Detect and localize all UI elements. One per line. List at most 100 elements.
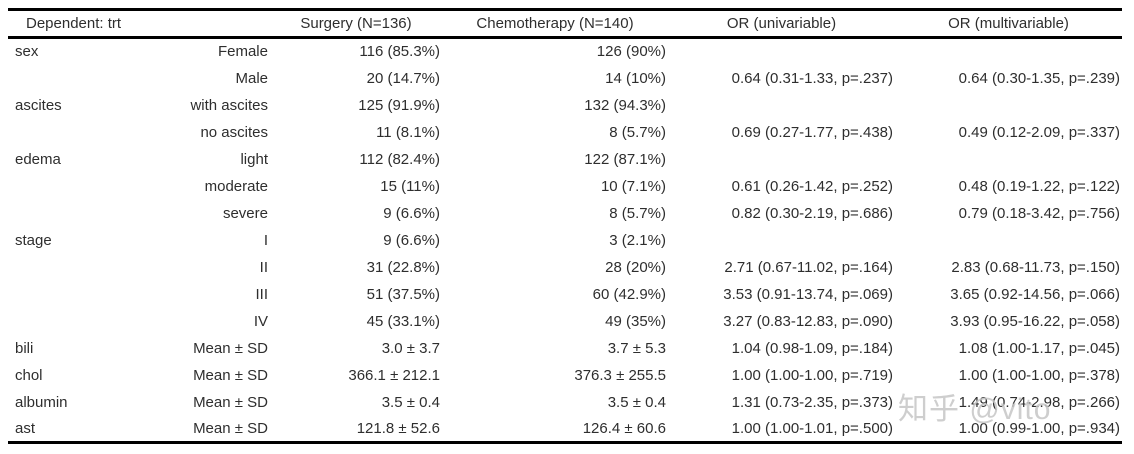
cell-or-multivariable: 0.79 (0.18-3.42, p=.756) [958, 204, 1120, 222]
cell-level: III [255, 285, 268, 303]
column-header-chemotherapy: Chemotherapy (N=140) [476, 15, 634, 32]
cell-or-multivariable: 3.93 (0.95-16.22, p=.058) [950, 312, 1120, 330]
cell-or-univariable: 1.31 (0.73-2.35, p=.373) [731, 393, 893, 411]
cell-variable [8, 308, 170, 335]
table-row: moderate 15 (11%) 10 (7.1%) 0.61 (0.26-1… [8, 173, 1122, 200]
cell-surgery: 31 (22.8%) [366, 258, 440, 276]
table-row: Male 20 (14.7%) 14 (10%) 0.64 (0.31-1.33… [8, 65, 1122, 92]
cell-level: no ascites [200, 123, 268, 141]
cell-variable: bili [15, 339, 34, 357]
cell-surgery: 20 (14.7%) [366, 69, 440, 87]
cell-level: Mean ± SD [193, 419, 268, 437]
cell-or-univariable: 3.27 (0.83-12.83, p=.090) [723, 312, 893, 330]
column-header-surgery: Surgery (N=136) [300, 15, 412, 32]
cell-variable [8, 281, 170, 308]
table-row: II 31 (22.8%) 28 (20%) 2.71 (0.67-11.02,… [8, 254, 1122, 281]
cell-surgery: 51 (37.5%) [366, 285, 440, 303]
cell-or-univariable [668, 146, 895, 173]
cell-level: Female [217, 43, 268, 61]
cell-variable [8, 119, 170, 146]
cell-chemotherapy: 49 (35%) [605, 312, 666, 330]
cell-variable [8, 254, 170, 281]
cell-or-univariable: 2.71 (0.67-11.02, p=.164) [724, 258, 893, 276]
cell-chemotherapy: 14 (10%) [605, 69, 666, 87]
table-row: severe 9 (6.6%) 8 (5.7%) 0.82 (0.30-2.19… [8, 200, 1122, 227]
cell-surgery: 116 (85.3%) [359, 43, 440, 61]
cell-or-multivariable [895, 38, 1122, 65]
cell-or-multivariable [895, 146, 1122, 173]
cell-chemotherapy: 10 (7.1%) [600, 177, 666, 195]
table-row: bili Mean ± SD 3.0 ± 3.7 3.7 ± 5.3 1.04 … [8, 335, 1122, 362]
table-row: edema light 112 (82.4%) 122 (87.1%) [8, 146, 1122, 173]
cell-or-univariable: 0.82 (0.30-2.19, p=.686) [731, 204, 893, 222]
cell-level: moderate [204, 177, 268, 195]
table-row: III 51 (37.5%) 60 (42.9%) 3.53 (0.91-13.… [8, 281, 1122, 308]
table-row: ascites with ascites 125 (91.9%) 132 (94… [8, 92, 1122, 119]
cell-surgery: 15 (11%) [380, 177, 440, 195]
cell-level: light [240, 150, 268, 168]
table-row: stage I 9 (6.6%) 3 (2.1%) [8, 227, 1122, 254]
cell-level: Mean ± SD [193, 366, 268, 384]
cell-level: with ascites [190, 96, 268, 114]
table-row: IV 45 (33.1%) 49 (35%) 3.27 (0.83-12.83,… [8, 308, 1122, 335]
table-row: no ascites 11 (8.1%) 8 (5.7%) 0.69 (0.27… [8, 119, 1122, 146]
cell-or-univariable: 0.64 (0.31-1.33, p=.237) [731, 69, 893, 87]
cell-surgery: 45 (33.1%) [366, 312, 440, 330]
cell-level: II [259, 258, 268, 276]
table-row: chol Mean ± SD 366.1 ± 212.1 376.3 ± 255… [8, 362, 1122, 389]
cell-surgery: 121.8 ± 52.6 [356, 419, 440, 437]
cell-or-univariable [668, 227, 895, 254]
cell-chemotherapy: 3 (2.1%) [609, 231, 666, 249]
cell-or-multivariable: 1.00 (0.99-1.00, p=.934) [958, 419, 1120, 437]
table-row: albumin Mean ± SD 3.5 ± 0.4 3.5 ± 0.4 1.… [8, 389, 1122, 416]
cell-chemotherapy: 8 (5.7%) [609, 123, 666, 141]
cell-or-univariable: 1.00 (1.00-1.00, p=.719) [731, 366, 893, 384]
cell-or-multivariable: 1.49 (0.74-2.98, p=.266) [958, 393, 1120, 411]
cell-or-multivariable: 0.48 (0.19-1.22, p=.122) [958, 177, 1120, 195]
cell-surgery: 366.1 ± 212.1 [348, 366, 440, 384]
cell-or-univariable: 0.69 (0.27-1.77, p=.438) [731, 123, 893, 141]
cell-level: severe [222, 204, 268, 222]
regression-table: Dependent: trt Surgery (N=136) Chemother… [8, 8, 1122, 444]
cell-or-univariable: 0.61 (0.26-1.42, p=.252) [731, 177, 893, 195]
cell-level: IV [253, 312, 268, 330]
table-row: ast Mean ± SD 121.8 ± 52.6 126.4 ± 60.6 … [8, 416, 1122, 443]
table-body: sex Female 116 (85.3%) 126 (90%) Male 20… [8, 38, 1122, 443]
cell-level: I [263, 231, 268, 249]
cell-surgery: 125 (91.9%) [358, 96, 440, 114]
cell-level: Mean ± SD [193, 339, 268, 357]
cell-variable [8, 200, 170, 227]
cell-or-univariable: 3.53 (0.91-13.74, p=.069) [723, 285, 893, 303]
cell-variable: ascites [15, 96, 62, 114]
cell-chemotherapy: 126 (90%) [596, 43, 666, 61]
cell-chemotherapy: 376.3 ± 255.5 [574, 366, 666, 384]
cell-chemotherapy: 122 (87.1%) [584, 150, 666, 168]
cell-variable: albumin [15, 393, 68, 411]
cell-chemotherapy: 8 (5.7%) [609, 204, 666, 222]
header-row: Dependent: trt Surgery (N=136) Chemother… [8, 10, 1122, 38]
cell-surgery: 3.5 ± 0.4 [381, 393, 440, 411]
cell-chemotherapy: 3.7 ± 5.3 [607, 339, 666, 357]
cell-or-multivariable: 3.65 (0.92-14.56, p=.066) [950, 285, 1120, 303]
dependent-variable-label: Dependent: trt [26, 15, 122, 32]
cell-or-multivariable: 1.00 (1.00-1.00, p=.378) [958, 366, 1120, 384]
cell-or-multivariable: 1.08 (1.00-1.17, p=.045) [958, 339, 1120, 357]
cell-or-univariable [668, 38, 895, 65]
cell-variable: edema [15, 150, 61, 168]
regression-table-container: Dependent: trt Surgery (N=136) Chemother… [8, 8, 1122, 444]
cell-variable: sex [15, 43, 39, 61]
cell-or-univariable: 1.04 (0.98-1.09, p=.184) [731, 339, 893, 357]
cell-or-multivariable: 2.83 (0.68-11.73, p=.150) [951, 258, 1120, 276]
cell-variable [8, 173, 170, 200]
cell-chemotherapy: 60 (42.9%) [592, 285, 666, 303]
cell-surgery: 11 (8.1%) [376, 123, 440, 141]
cell-variable: chol [15, 366, 43, 384]
column-header-or-univariable: OR (univariable) [726, 15, 837, 32]
table-header: Dependent: trt Surgery (N=136) Chemother… [8, 10, 1122, 38]
cell-level: Mean ± SD [193, 393, 268, 411]
cell-or-multivariable: 0.49 (0.12-2.09, p=.337) [958, 123, 1120, 141]
cell-or-multivariable: 0.64 (0.30-1.35, p=.239) [958, 69, 1120, 87]
cell-surgery: 3.0 ± 3.7 [381, 339, 440, 357]
cell-or-univariable [668, 92, 895, 119]
cell-variable: stage [15, 231, 52, 249]
